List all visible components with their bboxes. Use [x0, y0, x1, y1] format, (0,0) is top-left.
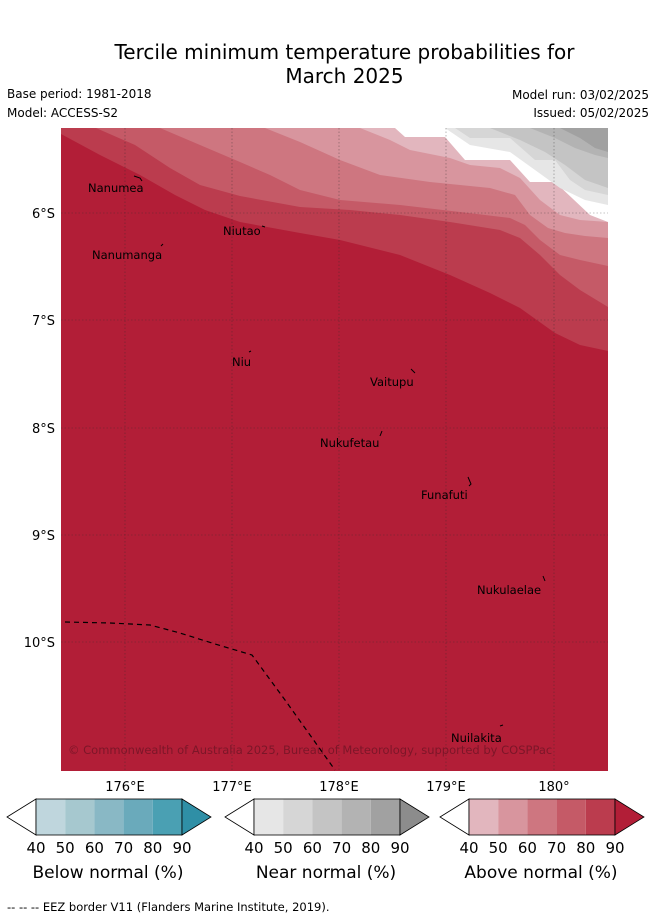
- colorbar-group: 40 50 60 70 80 90 40 50 60 70 80 90 40 50 60 70 80 90: [6, 798, 645, 857]
- lat-tick: 6°S: [32, 207, 55, 222]
- colorbar-tick-label: 80: [143, 839, 162, 857]
- colorbar-segment: [152, 799, 182, 835]
- island-outlines: [133, 175, 546, 727]
- place-niu: Niu: [232, 355, 251, 369]
- model-run: Model run: 03/02/2025: [511, 88, 649, 102]
- place-nuilakita: Nuilakita: [451, 731, 502, 745]
- above-normal-label: Above normal (%): [464, 863, 618, 883]
- lon-tick: 180°: [538, 780, 569, 795]
- colorbar-segment: [556, 799, 586, 835]
- colorbar-tick-label: 70: [547, 839, 566, 857]
- colorbar-tick-label: 90: [390, 839, 409, 857]
- eez-border: [64, 621, 336, 771]
- model-name: Model: ACCESS-S2: [7, 106, 119, 120]
- colorbar-extend-high: [181, 798, 212, 836]
- lat-tick: 9°S: [32, 529, 55, 544]
- colorbar-extend-high: [399, 798, 430, 836]
- lat-tick: 7°S: [32, 314, 55, 329]
- place-nanumea: Nanumea: [88, 181, 144, 195]
- colorbar-tick-label: 60: [518, 839, 537, 857]
- colorbar-segment: [312, 799, 342, 835]
- colorbar-tick-label: 80: [576, 839, 595, 857]
- lon-tick: 178°E: [319, 780, 359, 795]
- colorbar-tick-label: 70: [332, 839, 351, 857]
- lon-tick: 179°E: [426, 780, 466, 795]
- colorbar-segment: [36, 799, 66, 835]
- lon-tick: 177°E: [212, 780, 252, 795]
- colorbar-tick-label: 40: [459, 839, 478, 857]
- colorbar-segment: [498, 799, 528, 835]
- colorbar-tick-label: 60: [85, 839, 104, 857]
- lat-tick: 8°S: [32, 422, 55, 437]
- colorbar-tick-label: 60: [303, 839, 322, 857]
- colorbar-tick-label: 50: [274, 839, 293, 857]
- eez-legend: -- -- -- EEZ border V11 (Flanders Marine…: [7, 900, 330, 914]
- colorbar-extend-low: [6, 798, 37, 836]
- place-niutao: Niutao: [223, 224, 261, 238]
- colorbar-segment: [527, 799, 557, 835]
- colorbar-segment: [254, 799, 284, 835]
- colorbar-segment: [585, 799, 615, 835]
- colorbar-below: 40 50 60 70 80 90: [6, 798, 212, 857]
- colorbar-tick-label: 40: [26, 839, 45, 857]
- colorbar-tick-label: 90: [172, 839, 191, 857]
- colorbar-tick-label: 50: [489, 839, 508, 857]
- colorbar-segment: [123, 799, 153, 835]
- title-line-1: Tercile minimum temperature probabilitie…: [114, 40, 575, 64]
- colorbar-segment: [469, 799, 499, 835]
- colorbar-segment: [283, 799, 313, 835]
- place-labels: Nanumea Nanumanga Niutao Niu Vaitupu Nuk…: [88, 181, 541, 745]
- colorbar-extend-low: [224, 798, 255, 836]
- place-nanumanga: Nanumanga: [92, 248, 162, 262]
- colorbar-tick-label: 80: [361, 839, 380, 857]
- near-normal-label: Near normal (%): [255, 863, 397, 883]
- place-nukufetau: Nukufetau: [320, 436, 379, 450]
- colorbar-tick-label: 40: [244, 839, 263, 857]
- base-period: Base period: 1981-2018: [7, 87, 152, 101]
- colorbar-extend-low: [439, 798, 470, 836]
- colorbar-segment: [65, 799, 95, 835]
- near-80-region: [560, 128, 608, 152]
- copyright-notice: © Commonwealth of Australia 2025, Bureau…: [68, 743, 552, 757]
- place-funafuti: Funafuti: [421, 488, 468, 502]
- colorbar-segment: [94, 799, 124, 835]
- axis-labels: 176°E 177°E 178°E 179°E 180° 6°S 7°S 8°S…: [24, 207, 570, 795]
- title-line-2: March 2025: [285, 64, 404, 88]
- map-title: Tercile minimum temperature probabilitie…: [0, 40, 655, 88]
- colorbar-segment: [370, 799, 400, 835]
- colorbar-tick-label: 50: [56, 839, 75, 857]
- issued-date: Issued: 05/02/2025: [533, 106, 649, 120]
- gridlines: [61, 128, 608, 771]
- place-vaitupu: Vaitupu: [370, 375, 414, 389]
- place-nukulaelae: Nukulaelae: [477, 583, 541, 597]
- colorbar-segment: [341, 799, 371, 835]
- lat-tick: 10°S: [24, 636, 55, 651]
- colorbar-near: 40 50 60 70 80 90: [224, 798, 430, 857]
- colorbar-extend-high: [614, 798, 645, 836]
- colorbar-above: 40 50 60 70 80 90: [439, 798, 645, 857]
- colorbar-tick-label: 90: [605, 839, 624, 857]
- lon-tick: 176°E: [105, 780, 145, 795]
- colorbar-tick-label: 70: [114, 839, 133, 857]
- below-normal-label: Below normal (%): [32, 863, 184, 883]
